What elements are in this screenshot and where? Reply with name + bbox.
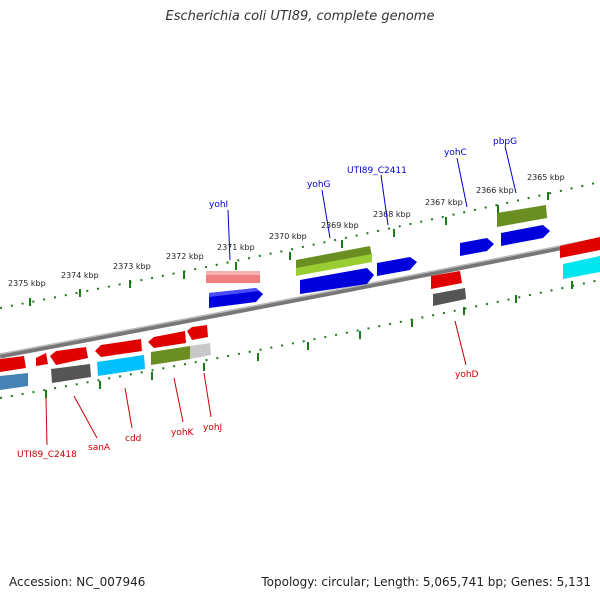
gene-label-cdd: cdd — [125, 434, 141, 444]
kbp-label: 2366 kbp — [476, 186, 514, 195]
gene-label-yohK: yohK — [171, 428, 195, 438]
gene-label-yohG: yohG — [307, 180, 331, 190]
genome-summary: Topology: circular; Length: 5,065,741 bp… — [261, 575, 591, 589]
gene-label-UTI89_C2418: UTI89_C2418 — [17, 450, 77, 460]
minus-gene-labels: UTI89_C2418 sanA cdd yohK yohJ yohD — [17, 320, 479, 460]
genome-backbone — [0, 237, 600, 359]
kbp-label: 2365 kbp — [527, 173, 565, 182]
kbp-label: 2375 kbp — [8, 279, 46, 288]
gene-label-sanA: sanA — [88, 443, 111, 453]
minus-strand-features — [0, 325, 211, 390]
gene-label-pbpG: pbpG — [493, 137, 517, 147]
kbp-label: 2369 kbp — [321, 221, 359, 230]
gene-label-yohC: yohC — [444, 148, 467, 158]
gene-label-yohI: yohI — [209, 200, 228, 210]
gene-label-yohJ: yohJ — [203, 423, 222, 433]
gene-label-yohD: yohD — [455, 370, 479, 380]
map-title: Escherichia coli UTI89, complete genome — [165, 9, 435, 24]
plus-gene-labels: yohI yohG UTI89_C2411 yohC pbpG — [209, 137, 517, 261]
kbp-labels: 2375 kbp 2374 kbp 2373 kbp 2372 kbp 2371… — [8, 173, 565, 288]
kbp-label: 2371 kbp — [217, 243, 255, 252]
plus-strand-features — [206, 205, 600, 308]
kbp-label: 2374 kbp — [61, 271, 99, 280]
gene-label-UTI89_C2411: UTI89_C2411 — [347, 166, 407, 176]
kbp-label: 2372 kbp — [166, 252, 204, 261]
kbp-label: 2370 kbp — [269, 232, 307, 241]
kbp-label: 2373 kbp — [113, 262, 151, 271]
lower-major-ticks — [45, 281, 573, 398]
upper-major-ticks — [29, 192, 549, 306]
kbp-label: 2368 kbp — [373, 210, 411, 219]
kbp-label: 2367 kbp — [425, 198, 463, 207]
accession-label: Accession: NC_007946 — [9, 575, 146, 589]
